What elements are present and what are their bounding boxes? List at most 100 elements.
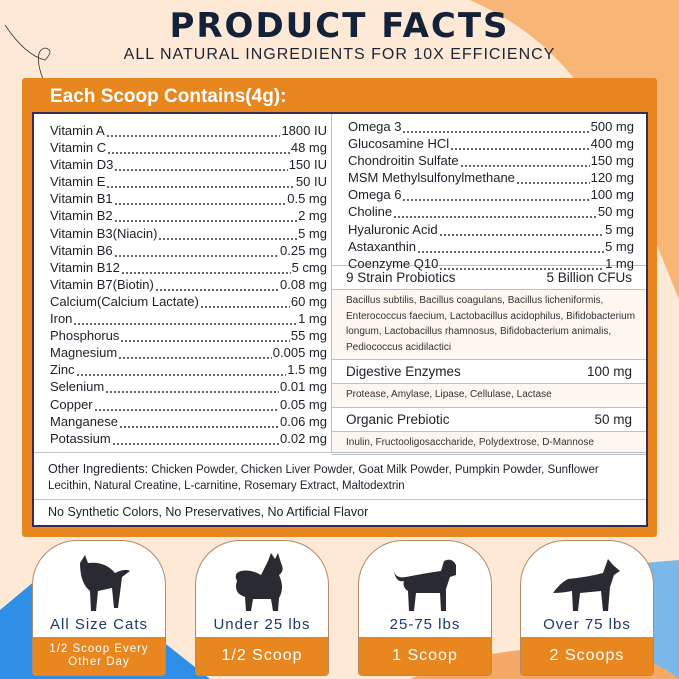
nutrient-value: 48 mg [290,140,327,156]
dot-leader [459,152,590,170]
dot-leader [158,224,298,242]
nutrient-value: 150 mg [590,153,634,169]
nutrient-name: MSM Methylsulfonylmethane [348,170,515,186]
nutrient-name: Vitamin B12 [50,259,120,275]
dot-leader [73,310,298,328]
footer-note: No Synthetic Colors, No Preservatives, N… [48,505,369,519]
cat-icon [80,555,130,611]
nutrient-value: 5 cmg [291,259,327,275]
dosage-card: Over 75 lbs 2 Scoops [520,540,654,676]
nutrient-row: Choline 50 mg [348,203,634,221]
nutrient-value: 60 mg [290,293,327,309]
nutrient-row: Glucosamine HCl 400 mg [348,135,634,153]
dosage-amount: 1/2 Scoop [196,637,328,675]
nutrient-row: Vitamin A 1800 IU [50,122,327,140]
dot-leader [154,275,280,293]
dosage-amount: 1/2 Scoop Every Other Day [33,637,165,675]
nutrient-value: 0.06 mg [280,413,327,429]
dot-leader [105,378,280,396]
nutrient-name: Iron [50,311,73,327]
nutrient-name: Vitamin B7(Biotin) [50,276,154,292]
page-subtitle: ALL NATURAL INGREDIENTS FOR 10X EFFICIEN… [123,46,556,63]
nutrient-row: Manganese 0.06 mg [50,412,327,430]
nutrient-name: Vitamin E [50,174,106,190]
nutrient-name: Vitamin B2 [50,208,113,224]
nutrient-value: 500 mg [590,119,634,134]
nutrient-row: Hyaluronic Acid 5 mg [348,220,634,238]
other-ingredients-label: Other Ingredients: [48,462,149,476]
nutrient-row: Vitamin B7(Biotin) 0.08 mg [50,275,327,293]
medium-dog-icon [394,559,456,611]
nutrient-name: Omega 6 [348,187,402,203]
nutrient-name: Hyaluronic Acid [348,221,438,237]
nutrient-row: Vitamin B12 5 cmg [50,258,327,276]
dosage-card: All Size Cats 1/2 Scoop Every Other Day [32,540,166,676]
dosage-card: Under 25 lbs 1/2 Scoop [195,540,329,676]
nutrient-row: Iron 1 mg [50,310,327,328]
nutrient-row: Vitamin B1 0.5 mg [50,190,327,208]
nutrient-name: Manganese [50,413,118,429]
nutrient-row: Selenium 0.01 mg [50,378,327,396]
nutrient-name: Potassium [50,430,111,446]
nutrient-name: Vitamin C [50,140,107,156]
nutrient-value: 2 mg [298,208,327,224]
dot-leader [75,361,287,379]
dosage-card: 25-75 lbs 1 Scoop [358,540,492,676]
nutrient-name: Magnesium [50,345,118,361]
dot-leader [402,118,590,136]
nutrient-row: Magnesium 0.005 mg [50,344,327,362]
section-name: Organic Prebiotic [346,411,450,427]
dosage-weight-label: Under 25 lbs [213,616,311,633]
section-header: Organic Prebiotic 50 mg [332,408,646,432]
nutrient-value: 100 mg [590,187,634,203]
panel-title: Each Scoop Contains(4g): [50,86,287,107]
dosage-amount: 2 Scoops [521,637,653,675]
nutrient-name: Copper [50,396,93,412]
large-dog-icon [553,559,620,611]
dot-leader [393,203,597,221]
dot-leader [113,190,287,208]
nutrient-value: 0.08 mg [280,276,327,292]
nutrient-name: Choline [348,204,393,220]
dot-leader [120,258,291,276]
nutrient-row: Vitamin C 48 mg [50,139,327,157]
nutrient-value: 1800 IU [281,123,327,138]
dot-leader [105,122,281,140]
nutrient-name: Chondroitin Sulfate [348,153,459,169]
nutrient-row: Vitamin E 50 IU [50,173,327,191]
nutrient-value: 5 mg [605,238,634,254]
dot-leader [113,207,298,225]
nutrient-value: 0.5 mg [287,191,327,207]
nutrient-value: 1 mg [298,311,327,327]
section-description: Bacillus subtilis, Bacillus coagulans, B… [332,290,646,360]
other-ingredients: Other Ingredients: Chicken Powder, Chick… [34,452,646,500]
dot-leader [118,344,272,362]
section-name: Digestive Enzymes [346,364,461,379]
section-value: 5 Billion CFUs [546,270,632,285]
dot-leader [402,186,590,204]
nutrient-value: 150 IU [288,157,327,173]
section-name: 9 Strain Probiotics [346,270,456,285]
nutrient-row: Omega 6 100 mg [348,186,634,204]
nutrient-row: Vitamin D3 150 IU [50,156,327,174]
small-dog-icon [235,553,283,611]
nutrient-row: Calcium(Calcium Lactate) 60 mg [50,292,327,311]
dot-leader [416,237,605,255]
facts-table: Vitamin A 1800 IU Vitamin C 48 mg Vitamin D3… [32,112,648,527]
nutrient-value: 0.25 mg [280,242,327,258]
supplements-list: Omega 3 500 mg Glucosamine HCl 400 mg Chondr… [332,114,646,272]
section-value: 100 mg [586,364,632,379]
nutrient-row: Coenzyme Q10 1 mg [348,254,634,272]
nutrient-name: Vitamin B3(Niacin) [50,225,158,241]
nutrient-name: Vitamin B1 [50,191,113,207]
nutrient-value: 0.01 mg [280,379,327,395]
nutrient-value: 120 mg [590,170,634,186]
dot-leader [107,139,290,157]
section-header: 9 Strain Probiotics 5 Billion CFUs [332,266,646,290]
dot-leader [111,429,280,447]
nutrient-name: Phosphorus [50,328,120,344]
vitamins-minerals-list: Vitamin A 1800 IU Vitamin C 48 mg Vitamin D3… [34,114,332,452]
nutrient-value: 1 mg [605,255,634,271]
nutrient-row: Copper 0.05 mg [50,395,327,413]
nutrient-row: Phosphorus 55 mg [50,327,327,345]
